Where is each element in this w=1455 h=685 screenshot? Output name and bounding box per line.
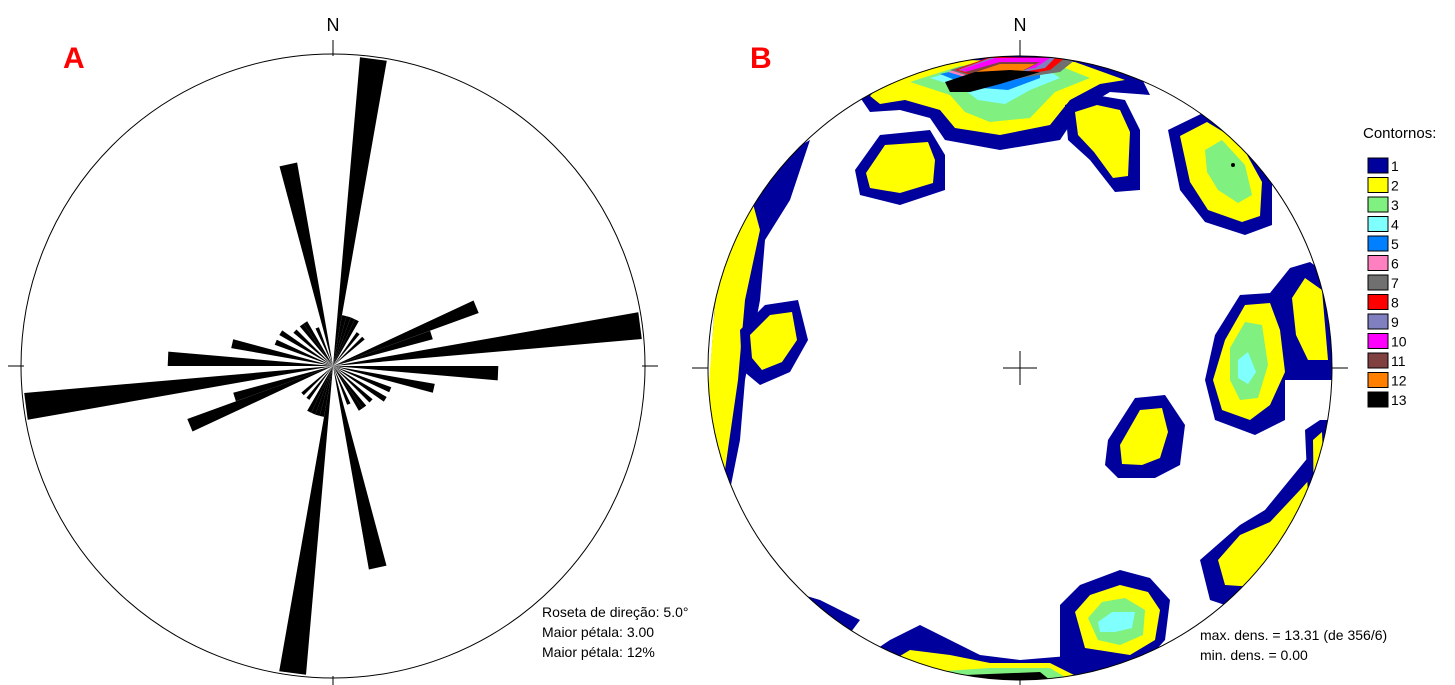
legend-swatch — [1367, 391, 1389, 408]
legend-swatch — [1367, 235, 1389, 252]
rose-diagram: N A Roseta de direção: 5.0° Maior pétala… — [8, 15, 688, 685]
legend-label: 9 — [1391, 314, 1399, 330]
rose-petal — [333, 319, 359, 366]
legend-label: 10 — [1391, 334, 1407, 350]
min-density-text: min. dens. = 0.00 — [1200, 647, 1308, 663]
rose-petal — [333, 366, 387, 570]
rose-petal — [279, 366, 333, 675]
panel-letter-b: B — [750, 42, 772, 75]
rose-petal — [333, 300, 479, 366]
rose-petal — [333, 366, 351, 405]
rose-petal — [333, 336, 365, 366]
legend-swatch — [1367, 196, 1389, 213]
rose-petal — [333, 317, 355, 366]
rose-petal — [167, 351, 333, 366]
legend-swatch — [1367, 313, 1389, 330]
rose-petal — [333, 316, 351, 366]
rose-petal — [333, 366, 367, 409]
contour-central-east — [1105, 395, 1185, 478]
rose-petal — [333, 366, 387, 402]
rose-petal — [233, 366, 333, 402]
legend-label: 8 — [1391, 295, 1399, 311]
rose-petal — [333, 332, 360, 366]
legend-label: 12 — [1391, 373, 1407, 389]
legend-swatch — [1367, 216, 1389, 232]
rose-petal — [306, 366, 333, 400]
legend-swatch — [1367, 274, 1389, 291]
legend-swatch — [1367, 333, 1389, 349]
legend-swatch — [1367, 352, 1389, 369]
rose-petal — [333, 366, 435, 393]
rose-petal — [333, 366, 392, 393]
stereonet: N B max. dens. = 13.31 (de 356/6) min. d… — [692, 15, 1387, 685]
legend-swatch — [1367, 157, 1389, 174]
legend-swatch — [1367, 372, 1389, 388]
rose-petals — [24, 57, 642, 675]
rose-petal — [315, 366, 333, 416]
rose-petal — [187, 366, 333, 432]
rose-max-petal-count: Maior pétala: 3.00 — [542, 624, 654, 640]
rose-petal — [319, 366, 333, 417]
rose-petal — [279, 162, 333, 366]
rose-petal — [333, 366, 373, 403]
contour-east — [1205, 262, 1332, 435]
rose-class-width: Roseta de direção: 5.0° — [542, 604, 688, 620]
rose-petal — [274, 339, 333, 366]
rose-petal — [301, 366, 333, 396]
rose-petal — [303, 321, 333, 366]
legend-label: 3 — [1391, 197, 1399, 213]
rose-petal — [315, 327, 333, 366]
rose-petal — [299, 323, 333, 366]
rose-petal — [293, 329, 333, 366]
legend-label: 4 — [1391, 217, 1399, 233]
legend-label: 13 — [1391, 392, 1407, 408]
contour-north-maximum — [855, 56, 1150, 150]
rose-petal — [333, 315, 347, 366]
contour-northwest — [855, 130, 945, 205]
north-label: N — [327, 15, 340, 35]
contour-north-east-small — [1065, 95, 1140, 192]
legend-label: 1 — [1391, 158, 1399, 174]
rose-petal — [307, 366, 333, 413]
rose-petal — [279, 330, 333, 366]
rose-petal — [333, 366, 363, 411]
contour-east-rim-strip — [1305, 420, 1332, 540]
legend-swatch — [1367, 255, 1389, 271]
legend-swatch — [1367, 294, 1389, 310]
legend-label: 2 — [1391, 178, 1399, 194]
rose-petal — [333, 330, 433, 366]
panel-letter-a: A — [63, 42, 85, 75]
rose-petal — [333, 312, 642, 366]
rose-petal — [24, 366, 333, 420]
rose-petal — [311, 366, 333, 415]
legend-label: 7 — [1391, 275, 1399, 291]
max-density-text: max. dens. = 13.31 (de 356/6) — [1200, 627, 1387, 643]
rose-petal — [231, 339, 333, 366]
legend-title: Contornos: — [1363, 125, 1436, 142]
rose-petal — [333, 366, 499, 381]
legend-swatch — [1367, 177, 1389, 193]
north-label-b: N — [1014, 15, 1027, 35]
legend-label: 11 — [1391, 353, 1406, 369]
legend-label: 5 — [1391, 236, 1399, 252]
legend-label: 6 — [1391, 256, 1399, 272]
rose-max-petal-percent: Maior pétala: 12% — [542, 644, 655, 660]
rose-petal — [333, 57, 387, 366]
